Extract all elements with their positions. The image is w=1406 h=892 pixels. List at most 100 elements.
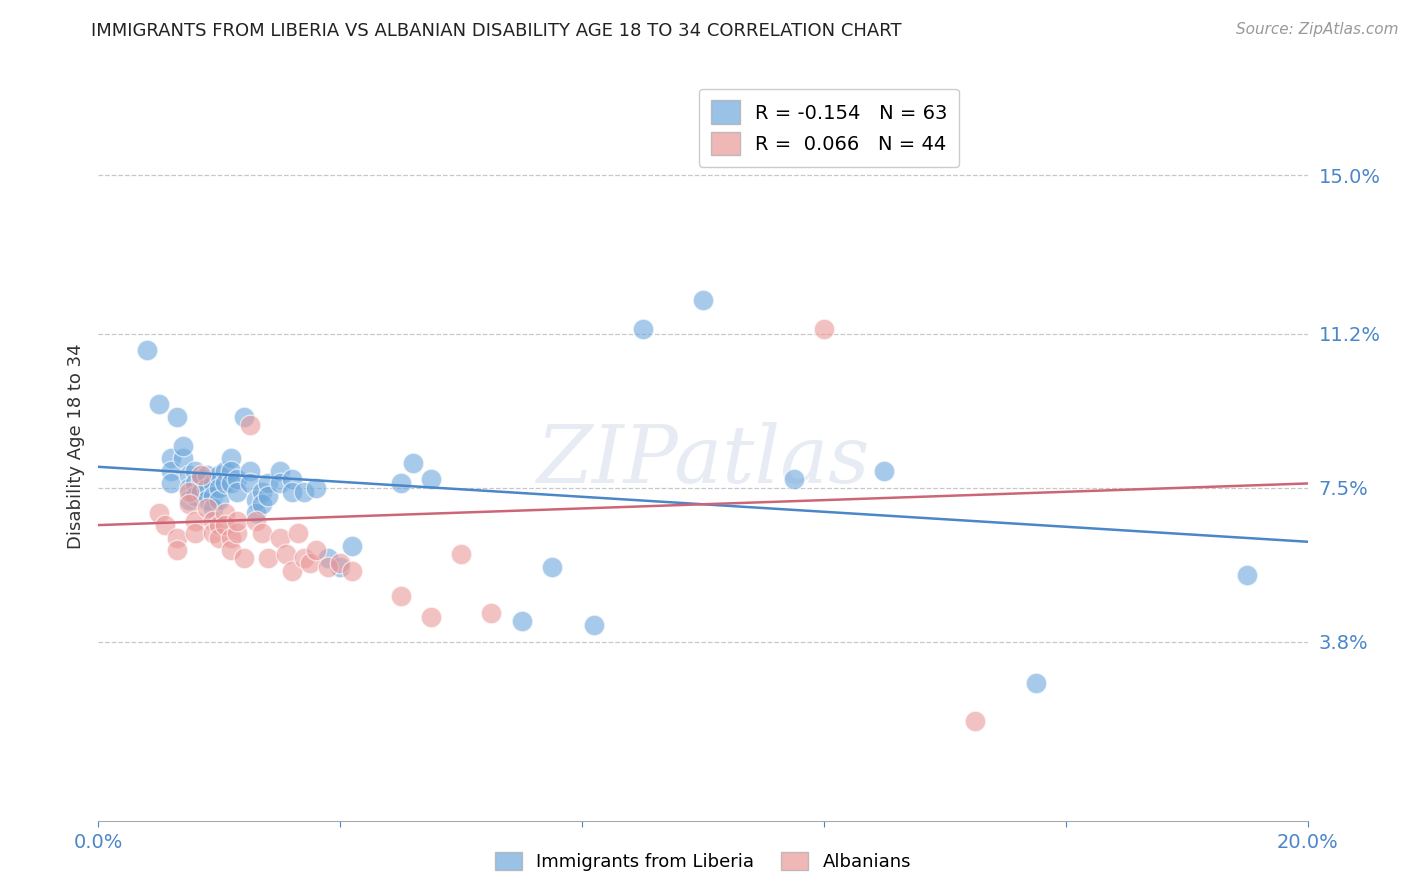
Point: [190, 468, 212, 483]
Point: [179, 497, 201, 511]
Point: [292, 551, 315, 566]
Point: [166, 409, 188, 424]
Point: [214, 506, 236, 520]
Point: [873, 464, 896, 478]
Point: [329, 559, 352, 574]
Point: [184, 514, 207, 528]
Point: [965, 714, 987, 728]
Point: [510, 614, 533, 628]
Point: [245, 514, 267, 528]
Point: [256, 489, 278, 503]
Point: [269, 531, 291, 545]
Point: [250, 526, 273, 541]
Point: [583, 618, 606, 632]
Point: [172, 451, 194, 466]
Point: [389, 476, 412, 491]
Point: [160, 464, 183, 478]
Point: [172, 439, 194, 453]
Point: [281, 564, 304, 578]
Point: [239, 476, 262, 491]
Point: [481, 606, 503, 620]
Point: [208, 468, 231, 483]
Point: [226, 526, 249, 541]
Point: [420, 472, 443, 486]
Point: [281, 484, 304, 499]
Point: [1024, 676, 1046, 690]
Legend: R = -0.154   N = 63, R =  0.066   N = 44: R = -0.154 N = 63, R = 0.066 N = 44: [699, 88, 959, 167]
Point: [160, 476, 183, 491]
Text: IMMIGRANTS FROM LIBERIA VS ALBANIAN DISABILITY AGE 18 TO 34 CORRELATION CHART: IMMIGRANTS FROM LIBERIA VS ALBANIAN DISA…: [91, 22, 903, 40]
Point: [221, 464, 243, 478]
Point: [281, 472, 304, 486]
Point: [239, 418, 262, 433]
Point: [208, 481, 231, 495]
Point: [329, 556, 352, 570]
Point: [202, 501, 225, 516]
Point: [195, 493, 218, 508]
Point: [631, 322, 654, 336]
Point: [540, 559, 562, 574]
Y-axis label: Disability Age 18 to 34: Disability Age 18 to 34: [66, 343, 84, 549]
Point: [305, 481, 328, 495]
Point: [256, 476, 278, 491]
Point: [274, 547, 297, 561]
Point: [232, 409, 254, 424]
Point: [208, 518, 231, 533]
Point: [269, 464, 291, 478]
Point: [1236, 568, 1258, 582]
Point: [232, 551, 254, 566]
Point: [202, 526, 225, 541]
Point: [195, 468, 218, 483]
Point: [342, 539, 364, 553]
Point: [316, 551, 339, 566]
Point: [342, 564, 364, 578]
Point: [190, 484, 212, 499]
Point: [214, 476, 236, 491]
Text: ZIPatlas: ZIPatlas: [536, 422, 870, 500]
Point: [287, 526, 309, 541]
Text: Source: ZipAtlas.com: Source: ZipAtlas.com: [1236, 22, 1399, 37]
Point: [269, 476, 291, 491]
Point: [166, 531, 188, 545]
Point: [305, 543, 328, 558]
Point: [195, 501, 218, 516]
Point: [226, 484, 249, 499]
Point: [299, 556, 322, 570]
Point: [316, 559, 339, 574]
Point: [166, 543, 188, 558]
Point: [214, 464, 236, 478]
Point: [184, 526, 207, 541]
Point: [221, 451, 243, 466]
Point: [184, 464, 207, 478]
Point: [250, 497, 273, 511]
Point: [692, 293, 714, 308]
Point: [179, 481, 201, 495]
Point: [214, 518, 236, 533]
Point: [245, 506, 267, 520]
Point: [148, 397, 170, 411]
Point: [450, 547, 472, 561]
Point: [389, 589, 412, 603]
Point: [221, 543, 243, 558]
Point: [202, 514, 225, 528]
Point: [153, 518, 176, 533]
Point: [208, 493, 231, 508]
Point: [190, 472, 212, 486]
Point: [752, 135, 775, 149]
Point: [160, 451, 183, 466]
Point: [179, 468, 201, 483]
Point: [783, 472, 806, 486]
Legend: Immigrants from Liberia, Albanians: Immigrants from Liberia, Albanians: [488, 845, 918, 879]
Point: [226, 472, 249, 486]
Point: [195, 481, 218, 495]
Point: [292, 484, 315, 499]
Point: [202, 476, 225, 491]
Point: [250, 484, 273, 499]
Point: [402, 456, 425, 470]
Point: [179, 484, 201, 499]
Point: [245, 493, 267, 508]
Point: [184, 476, 207, 491]
Point: [239, 464, 262, 478]
Point: [221, 476, 243, 491]
Point: [221, 531, 243, 545]
